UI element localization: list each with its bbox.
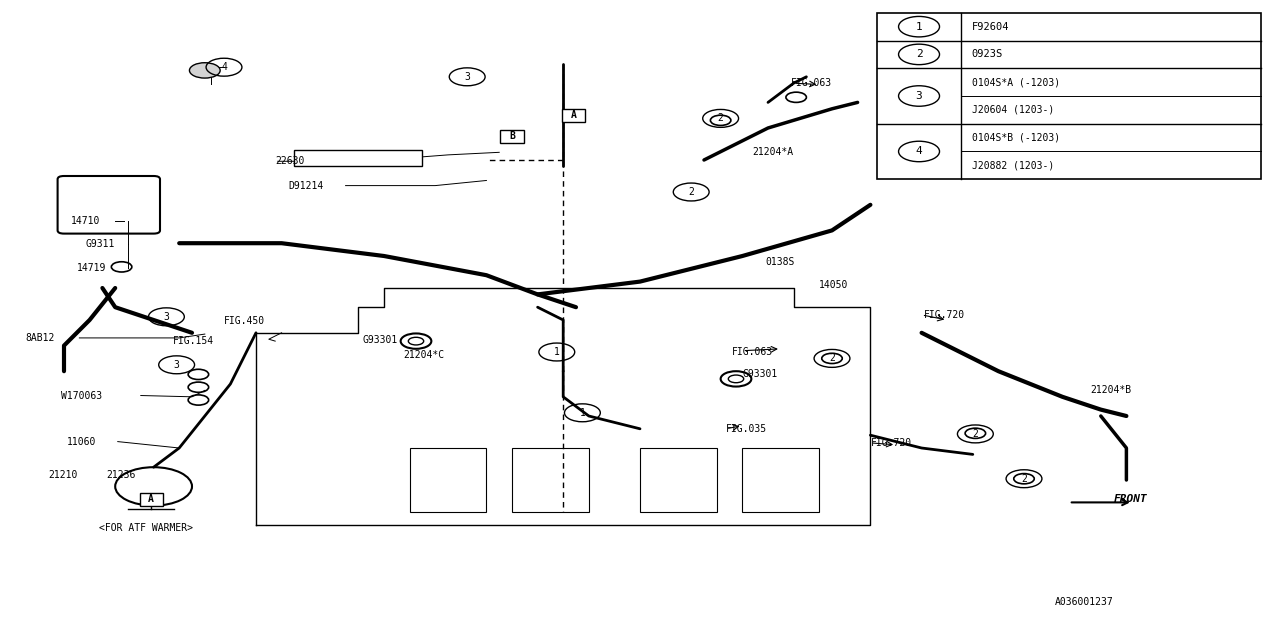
Text: 2: 2 (829, 353, 835, 364)
Text: FRONT: FRONT (1114, 494, 1147, 504)
Text: 2: 2 (973, 429, 978, 439)
Text: A: A (571, 110, 576, 120)
Text: 1: 1 (580, 408, 585, 418)
Text: 2: 2 (915, 49, 923, 60)
FancyBboxPatch shape (58, 176, 160, 234)
Text: 8AB12: 8AB12 (26, 333, 55, 343)
Text: 22630: 22630 (275, 156, 305, 166)
Bar (500, 130, 524, 143)
Text: B: B (509, 131, 515, 141)
Text: 11060: 11060 (67, 436, 96, 447)
Text: D91214: D91214 (288, 180, 324, 191)
Text: 14710: 14710 (70, 216, 100, 226)
Text: 21236: 21236 (106, 470, 136, 480)
Text: 0138S: 0138S (765, 257, 795, 268)
Bar (742, 448, 819, 512)
Text: 21204*C: 21204*C (403, 350, 444, 360)
Text: 2: 2 (718, 113, 723, 124)
Text: 3: 3 (174, 360, 179, 370)
Text: 0923S: 0923S (972, 49, 1002, 60)
Bar (294, 150, 422, 166)
Text: FIG.154: FIG.154 (173, 336, 214, 346)
Text: 3: 3 (164, 312, 169, 322)
Text: 4: 4 (915, 147, 923, 156)
Bar (640, 448, 717, 512)
Text: FIG.720: FIG.720 (924, 310, 965, 320)
Text: FIG.720: FIG.720 (870, 438, 911, 448)
Bar (140, 493, 163, 506)
Text: 0104S*A (-1203): 0104S*A (-1203) (972, 77, 1060, 87)
Text: 14050: 14050 (819, 280, 849, 290)
Text: 1: 1 (554, 347, 559, 357)
Text: FIG.035: FIG.035 (726, 424, 767, 434)
Text: J20604 (1203-): J20604 (1203-) (972, 105, 1053, 115)
Text: FIG.063: FIG.063 (791, 78, 832, 88)
Text: A: A (148, 494, 154, 504)
Text: FIG.063: FIG.063 (732, 347, 773, 357)
Bar (512, 448, 589, 512)
Text: 21204*A: 21204*A (753, 147, 794, 157)
Text: 3: 3 (915, 91, 923, 101)
Text: W170063: W170063 (61, 390, 102, 401)
Text: J20882 (1203-): J20882 (1203-) (972, 161, 1053, 170)
Text: 21204*B: 21204*B (1091, 385, 1132, 396)
Text: 2: 2 (689, 187, 694, 197)
Text: A036001237: A036001237 (1055, 596, 1114, 607)
Text: <FOR ATF WARMER>: <FOR ATF WARMER> (99, 523, 192, 533)
Circle shape (189, 63, 220, 78)
Text: 21210: 21210 (49, 470, 78, 480)
Text: 3: 3 (465, 72, 470, 82)
Text: G9311: G9311 (86, 239, 115, 250)
Text: F92604: F92604 (972, 22, 1009, 31)
Bar (562, 109, 585, 122)
Text: 14719: 14719 (77, 262, 106, 273)
Text: 0104S*B (-1203): 0104S*B (-1203) (972, 132, 1060, 143)
Text: G93301: G93301 (742, 369, 778, 380)
Bar (877, 13, 1261, 179)
Text: 4: 4 (221, 62, 227, 72)
Text: 2: 2 (1021, 474, 1027, 484)
Text: 1: 1 (915, 22, 923, 31)
Text: FIG.450: FIG.450 (224, 316, 265, 326)
Bar (410, 448, 486, 512)
Text: G93301: G93301 (362, 335, 398, 346)
